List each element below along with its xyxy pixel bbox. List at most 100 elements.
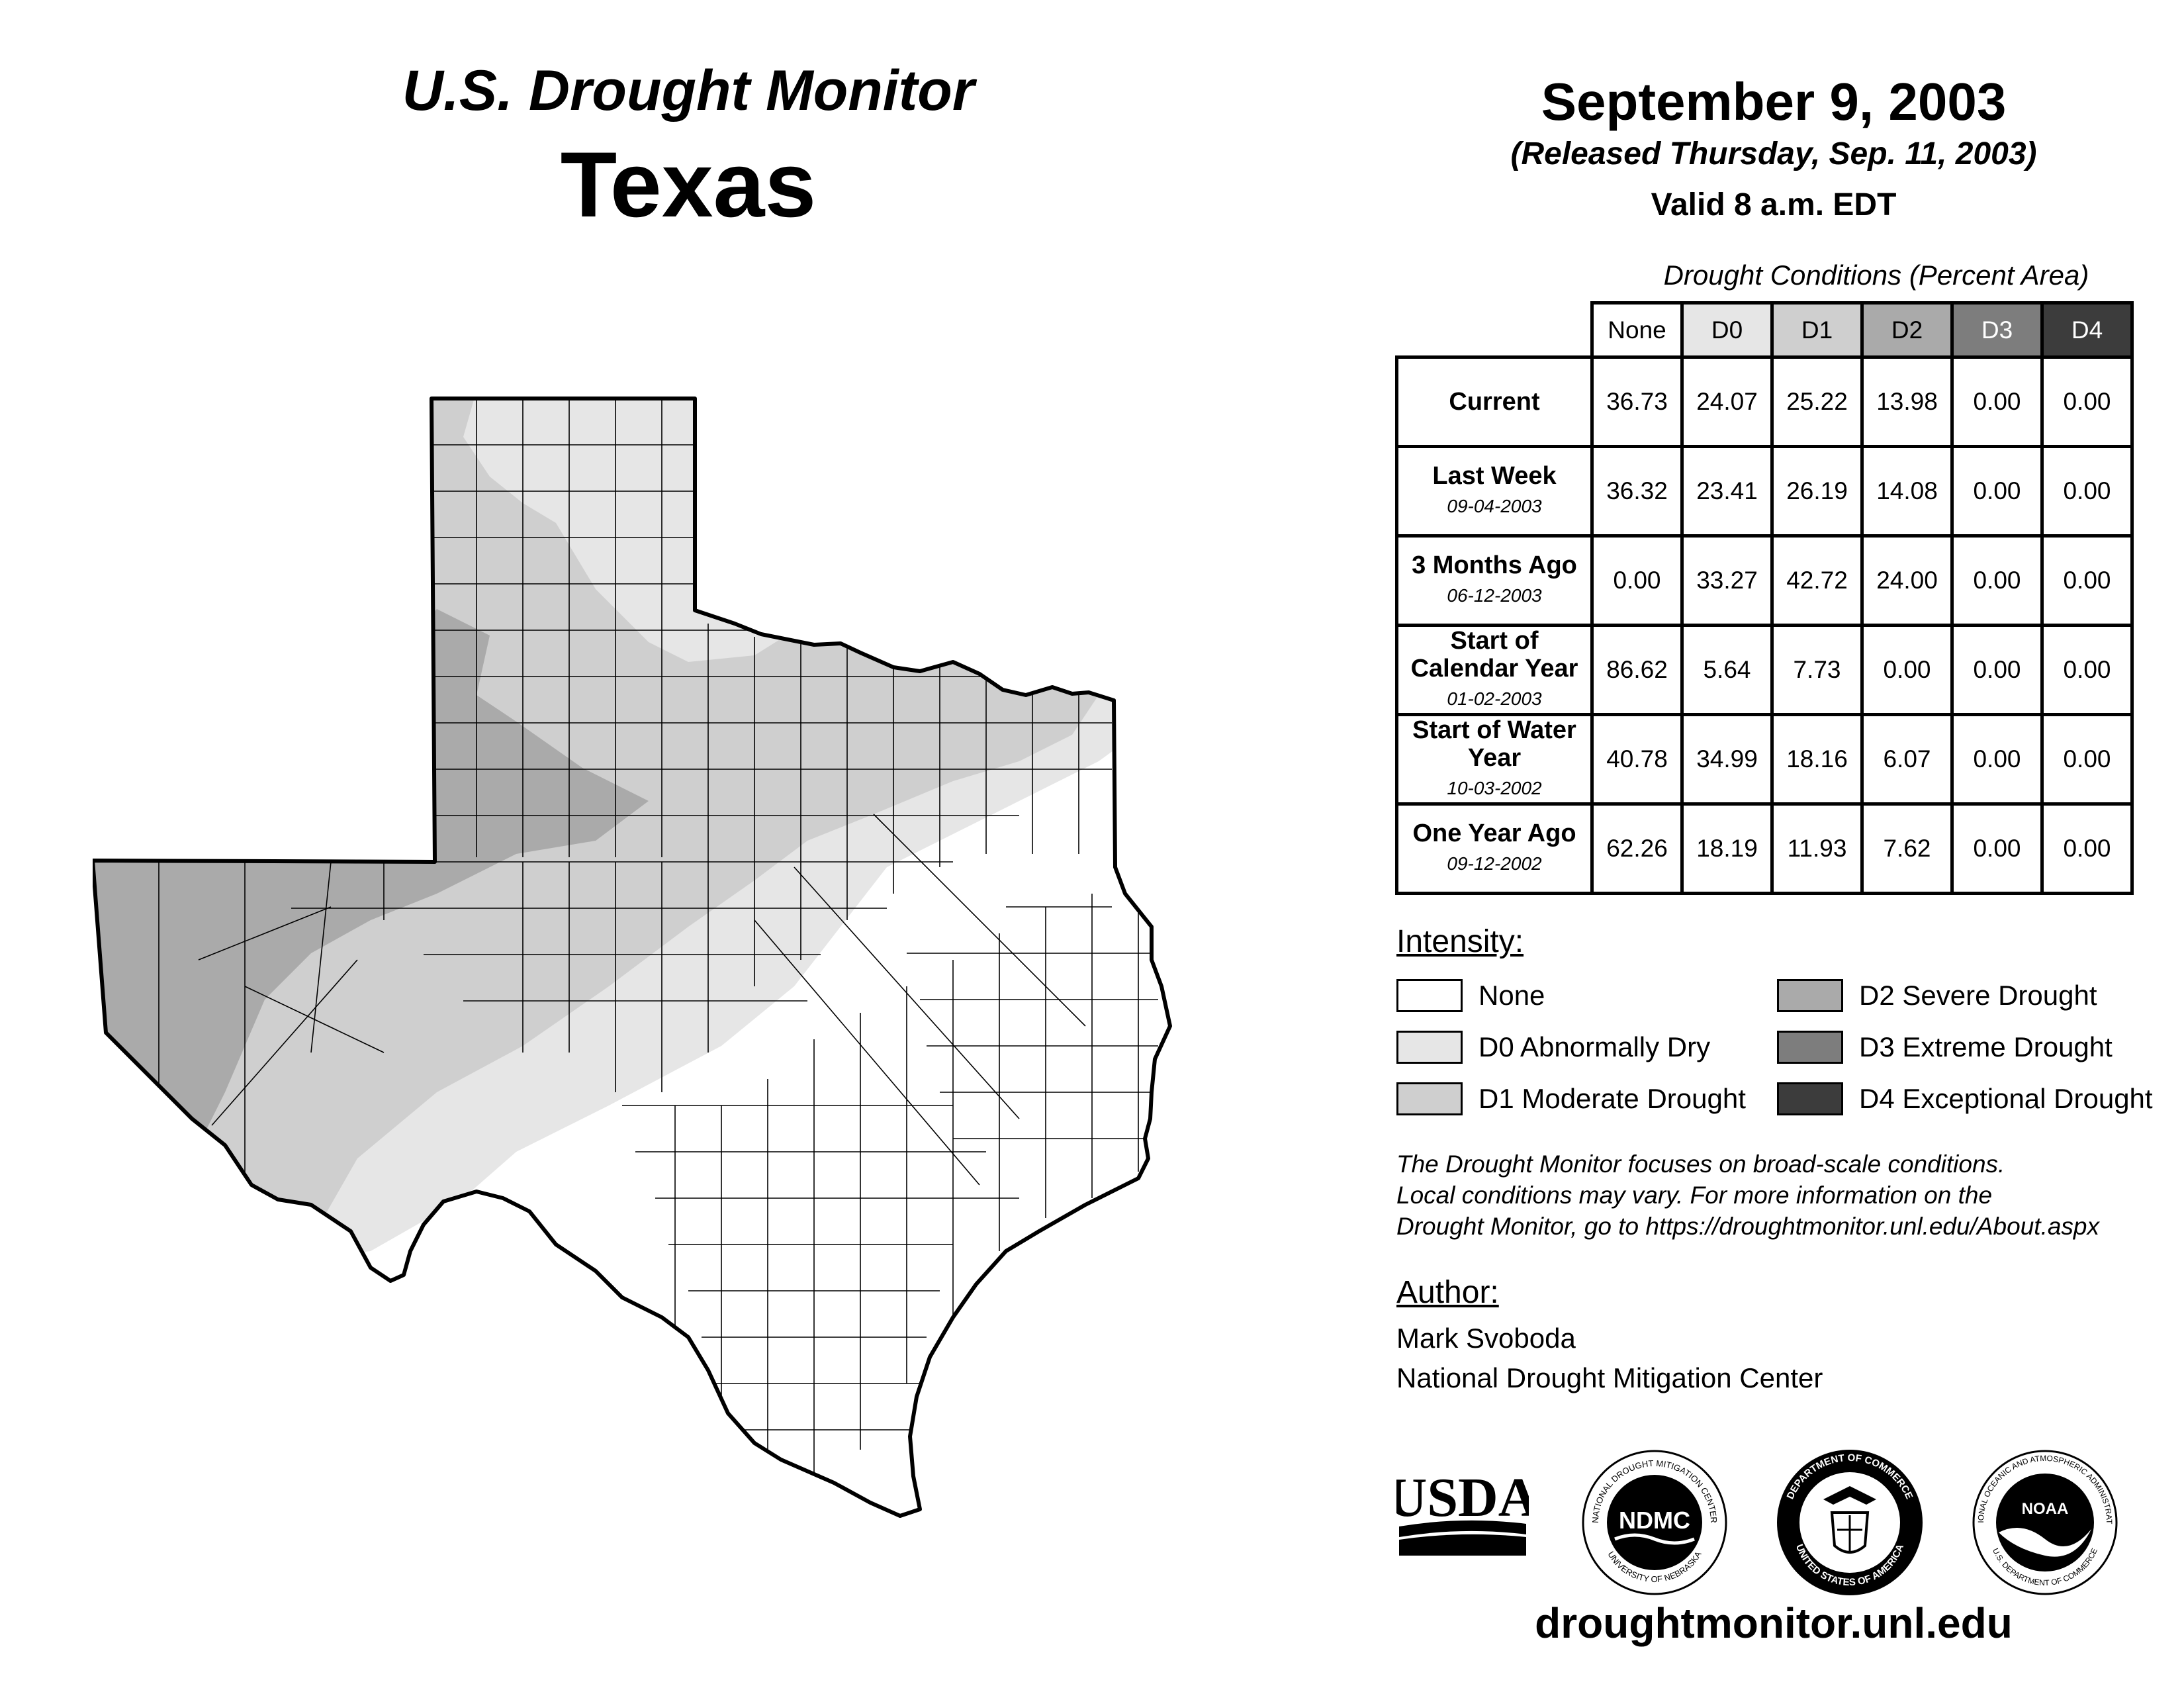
author-org: National Drought Mitigation Center [1396, 1362, 1823, 1393]
table-cell: 24.00 [1860, 534, 1954, 627]
table-caption: Drought Conditions (Percent Area) [1663, 259, 2089, 291]
disclaimer-note: The Drought Monitor focuses on broad-sca… [1396, 1149, 2158, 1242]
row-label: 3 Months Ago 06-12-2003 [1395, 534, 1594, 627]
ndmc-logo-text: NDMC [1619, 1507, 1690, 1534]
table-cell: 7.73 [1770, 624, 1864, 716]
legend-label: D3 Extreme Drought [1859, 1031, 2113, 1062]
legend-swatch [1396, 1082, 1463, 1115]
table-header-row: None D0 D1 D2 D3 D4 [1397, 301, 2134, 359]
legend-item-d3: D3 Extreme Drought [1777, 1029, 2113, 1066]
table-cell: 13.98 [1860, 355, 1954, 448]
legend-item-d1: D1 Moderate Drought [1396, 1080, 1746, 1117]
table-cell: 11.93 [1770, 802, 1864, 895]
row-label-text: 3 Months Ago [1412, 551, 1577, 579]
table-cell: 26.19 [1770, 445, 1864, 538]
release-date: (Released Thursday, Sep. 11, 2003) [1510, 136, 2037, 171]
table-cell: 0.00 [1950, 713, 2044, 806]
table-cell: 0.00 [1590, 534, 1684, 627]
table-cell: 0.00 [2040, 445, 2134, 538]
col-header-none: None [1590, 301, 1684, 359]
note-line: The Drought Monitor focuses on broad-sca… [1396, 1150, 2005, 1178]
table-cell: 62.26 [1590, 802, 1684, 895]
legend-item-d0: D0 Abnormally Dry [1396, 1029, 1710, 1066]
table-cell: 25.22 [1770, 355, 1864, 448]
table-cell: 0.00 [1950, 802, 2044, 895]
col-header-d2: D2 [1860, 301, 1954, 359]
table-cell: 0.00 [2040, 355, 2134, 448]
d0-panhandle-wedge [477, 399, 695, 503]
texas-outline [93, 397, 1172, 1518]
legend-item-d4: D4 Exceptional Drought [1777, 1080, 2153, 1117]
row-label-text: Start of Water Year [1412, 716, 1576, 772]
col-header-d0: D0 [1680, 301, 1774, 359]
col-header-d3: D3 [1950, 301, 2044, 359]
table-cell: 18.16 [1770, 713, 1864, 806]
legend-label: D0 Abnormally Dry [1479, 1031, 1711, 1062]
table-cell: 0.00 [2040, 802, 2134, 895]
header-corner [1397, 303, 1592, 357]
table-row: Last Week 09-04-2003 36.32 23.41 26.19 14… [1395, 445, 2134, 538]
row-label: Start of Water Year 10-03-2002 [1395, 713, 1594, 806]
row-label-text: Start of Calendar Year [1410, 627, 1578, 682]
commerce-seal-logo: DEPARTMENT OF COMMERCE UNITED STATES OF … [1777, 1450, 1923, 1595]
legend-swatch [1777, 979, 1843, 1012]
table-cell: 18.19 [1680, 802, 1774, 895]
texas-drought-map [93, 397, 1172, 1518]
note-line: Drought Monitor, go to https://droughtmo… [1396, 1213, 2099, 1240]
legend-swatch [1396, 979, 1463, 1012]
table-cell: 6.07 [1860, 713, 1954, 806]
col-header-d4: D4 [2040, 301, 2134, 359]
table-cell: 0.00 [1950, 445, 2044, 538]
legend-swatch [1777, 1082, 1843, 1115]
usda-logo: USDA [1396, 1467, 1529, 1556]
author-title: Author: [1396, 1275, 1499, 1310]
table-cell: 34.99 [1680, 713, 1774, 806]
table-cell: 0.00 [1950, 534, 2044, 627]
table-cell: 14.08 [1860, 445, 1954, 538]
legend-swatch [1396, 1031, 1463, 1064]
table-cell: 36.73 [1590, 355, 1684, 448]
table-cell: 7.62 [1860, 802, 1954, 895]
table-row: Start of Calendar Year 01-02-2003 86.62 5… [1395, 624, 2134, 716]
legend-item-d2: D2 Severe Drought [1777, 977, 2097, 1014]
table-cell: 0.00 [1950, 355, 2044, 448]
row-label-text: Last Week [1432, 462, 1557, 490]
table-row: 3 Months Ago 06-12-2003 0.00 33.27 42.72 … [1395, 534, 2134, 627]
row-label: One Year Ago 09-12-2002 [1395, 802, 1594, 895]
legend-title: Intensity: [1396, 924, 1524, 959]
row-label-text: One Year Ago [1412, 820, 1576, 847]
author-name: Mark Svoboda [1396, 1323, 1576, 1354]
table-cell: 24.07 [1680, 355, 1774, 448]
row-date: 06-12-2003 [1447, 585, 1542, 606]
row-label: Current [1395, 355, 1594, 448]
table-cell: 36.32 [1590, 445, 1684, 538]
ndmc-logo: NATIONAL DROUGHT MITIGATION CENTER UNIVE… [1582, 1450, 1727, 1595]
legend-label: None [1479, 980, 1545, 1011]
noaa-logo: NATIONAL OCEANIC AND ATMOSPHERIC ADMINIS… [1969, 1446, 2118, 1595]
map-date: September 9, 2003 [1541, 72, 2007, 131]
row-date: 01-02-2003 [1447, 688, 1542, 709]
table-cell: 42.72 [1770, 534, 1864, 627]
county-lines [93, 399, 1158, 1476]
legend-label: D2 Severe Drought [1859, 980, 2097, 1011]
map-subtitle: U.S. Drought Monitor [402, 59, 975, 122]
row-label: Start of Calendar Year 01-02-2003 [1395, 624, 1594, 716]
row-label-text: Current [1449, 388, 1540, 416]
col-header-d1: D1 [1770, 301, 1864, 359]
drought-conditions-table: None D0 D1 D2 D3 D4 Current 36.73 24.07 … [1395, 301, 2134, 895]
map-title: Texas [560, 132, 817, 236]
table-row: One Year Ago 09-12-2002 62.26 18.19 11.93… [1395, 802, 2134, 895]
usda-logo-text: USDA [1396, 1467, 1529, 1528]
table-cell: 0.00 [1950, 624, 2044, 716]
valid-time: Valid 8 a.m. EDT [1651, 187, 1897, 222]
note-line: Local conditions may vary. For more info… [1396, 1182, 1993, 1209]
table-cell: 33.27 [1680, 534, 1774, 627]
legend-label: D4 Exceptional Drought [1859, 1083, 2153, 1114]
row-date: 09-04-2003 [1447, 496, 1542, 516]
noaa-logo-text: NOAA [2022, 1500, 2069, 1518]
table-cell: 23.41 [1680, 445, 1774, 538]
footer-url[interactable]: droughtmonitor.unl.edu [1535, 1599, 2013, 1647]
row-date: 09-12-2002 [1447, 853, 1542, 874]
table-cell: 0.00 [1860, 624, 1954, 716]
table-cell: 0.00 [2040, 713, 2134, 806]
